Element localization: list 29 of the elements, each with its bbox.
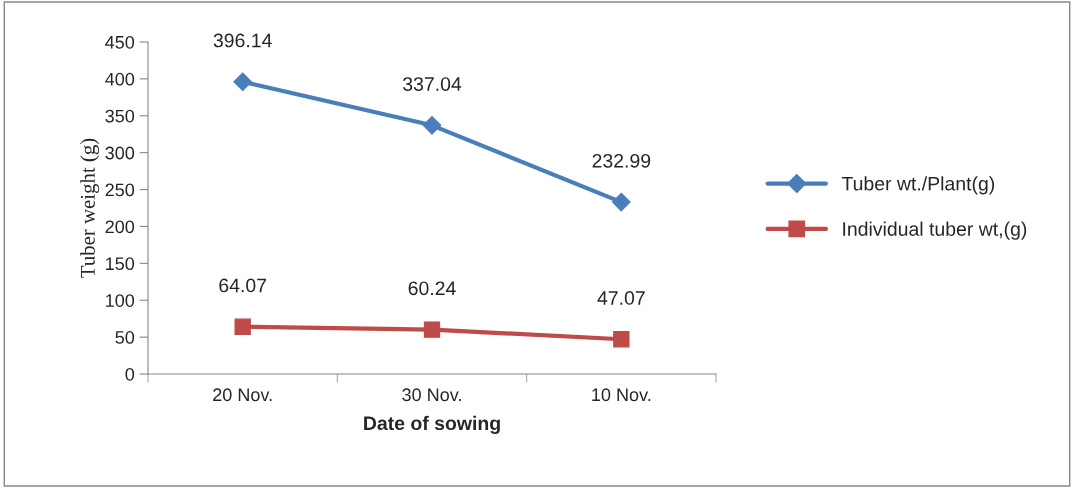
y-tick-label: 50 [115,331,135,344]
y-tick-label: 150 [106,257,135,271]
x-axis-title: Date of sowing [364,415,500,435]
y-tick-label: 350 [105,109,135,123]
point [234,318,251,335]
y-tick-label: 400 [105,72,135,86]
point [613,331,630,348]
data-label: 337.04 [403,77,462,91]
y-tick-label: 300 [105,146,135,160]
x-tick-label: 20 Nov. [213,388,272,402]
y-axis-title: Tuber weight (g) [80,138,100,278]
data-label: 232.99 [592,153,651,168]
legend-label: Tuber wt./Plant(g) [841,176,995,195]
point [423,321,441,338]
point [233,72,253,92]
y-tick-label: 200 [105,220,135,234]
y-tick-label: 100 [106,294,135,307]
x-tick-label: 10 Nov. [592,388,651,402]
y-tick-label: 0 [125,367,135,381]
legend-label: Individual tuber wt,(g) [843,221,1027,240]
data-label: 60.24 [408,281,456,296]
data-label: 47.07 [597,291,645,305]
data-label: 64.07 [219,278,267,293]
x-tick-label: 30 Nov. [402,388,461,402]
point [422,115,442,135]
y-tick-label: 450 [105,35,135,49]
y-tick-label: 250 [105,183,135,197]
point [611,192,631,212]
data-label: 396.14 [213,33,272,48]
